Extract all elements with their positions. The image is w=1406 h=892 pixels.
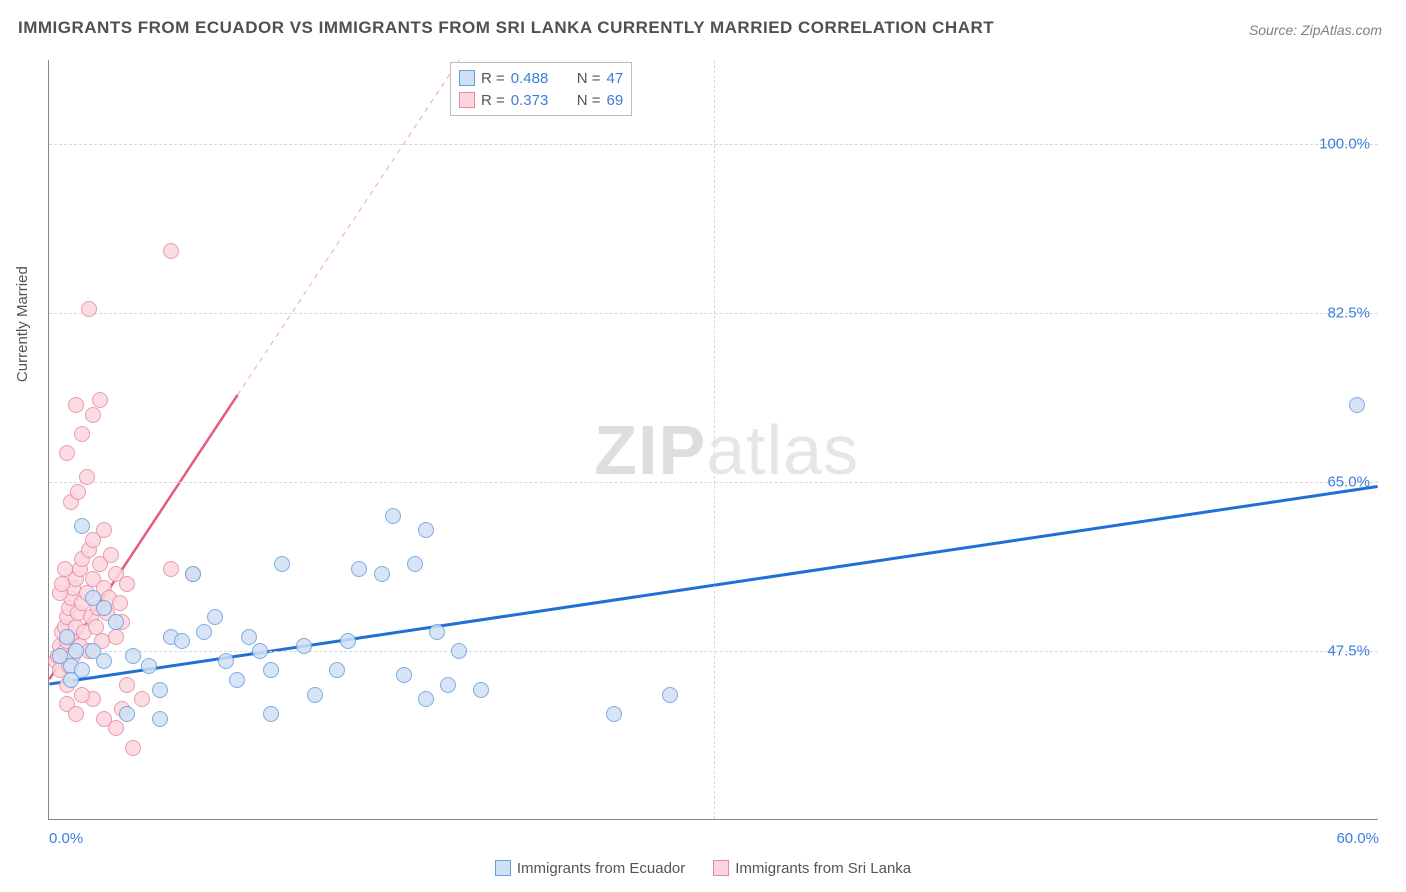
data-point-srilanka	[119, 677, 135, 693]
legend-r-value: 0.373	[511, 92, 561, 109]
legend-series-item: Immigrants from Ecuador	[495, 860, 685, 877]
legend-stat-row: R = 0.373 N = 69	[459, 89, 623, 111]
data-point-ecuador	[263, 662, 279, 678]
y-axis-label: Currently Married	[14, 266, 31, 382]
data-point-ecuador	[451, 643, 467, 659]
data-point-ecuador	[74, 662, 90, 678]
data-point-ecuador	[396, 667, 412, 683]
y-tick-label: 47.5%	[1327, 643, 1370, 660]
data-point-ecuador	[68, 643, 84, 659]
legend-stat-row: R = 0.488 N = 47	[459, 67, 623, 89]
legend-r-value: 0.488	[511, 70, 561, 87]
data-point-srilanka	[68, 397, 84, 413]
data-point-ecuador	[407, 556, 423, 572]
legend-n-value: 47	[607, 70, 624, 87]
data-point-srilanka	[59, 445, 75, 461]
data-point-ecuador	[329, 662, 345, 678]
y-tick-label: 65.0%	[1327, 474, 1370, 491]
data-point-ecuador	[418, 691, 434, 707]
y-tick-label: 82.5%	[1327, 305, 1370, 322]
data-point-ecuador	[606, 706, 622, 722]
data-point-srilanka	[119, 576, 135, 592]
legend-n-label: N =	[577, 70, 601, 87]
data-point-srilanka	[163, 561, 179, 577]
data-point-ecuador	[429, 624, 445, 640]
data-point-ecuador	[59, 629, 75, 645]
data-point-srilanka	[74, 426, 90, 442]
data-point-ecuador	[152, 682, 168, 698]
trend-line-extension-srilanka	[238, 60, 460, 395]
data-point-ecuador	[174, 633, 190, 649]
data-point-srilanka	[125, 740, 141, 756]
legend-series-label: Immigrants from Ecuador	[517, 860, 685, 877]
data-point-ecuador	[152, 711, 168, 727]
data-point-srilanka	[57, 561, 73, 577]
correlation-chart: IMMIGRANTS FROM ECUADOR VS IMMIGRANTS FR…	[0, 0, 1406, 892]
data-point-srilanka	[163, 243, 179, 259]
legend-n-value: 69	[607, 92, 624, 109]
source-label: Source: ZipAtlas.com	[1249, 22, 1382, 38]
data-point-ecuador	[96, 600, 112, 616]
data-point-ecuador	[229, 672, 245, 688]
data-point-ecuador	[52, 648, 68, 664]
data-point-ecuador	[241, 629, 257, 645]
legend-swatch	[459, 70, 475, 86]
data-point-ecuador	[662, 687, 678, 703]
data-point-ecuador	[385, 508, 401, 524]
data-point-srilanka	[134, 691, 150, 707]
data-point-srilanka	[108, 720, 124, 736]
x-tick-label: 60.0%	[1336, 830, 1379, 847]
grid-line-v	[714, 60, 715, 819]
data-point-ecuador	[263, 706, 279, 722]
data-point-srilanka	[103, 547, 119, 563]
data-point-ecuador	[307, 687, 323, 703]
legend-swatch	[459, 92, 475, 108]
data-point-ecuador	[125, 648, 141, 664]
y-tick-label: 100.0%	[1319, 136, 1370, 153]
data-point-ecuador	[74, 518, 90, 534]
legend-n-label: N =	[577, 92, 601, 109]
data-point-srilanka	[108, 629, 124, 645]
data-point-srilanka	[85, 407, 101, 423]
data-point-ecuador	[473, 682, 489, 698]
data-point-ecuador	[108, 614, 124, 630]
data-point-srilanka	[81, 301, 97, 317]
data-point-ecuador	[274, 556, 290, 572]
data-point-srilanka	[54, 576, 70, 592]
data-point-ecuador	[141, 658, 157, 674]
data-point-ecuador	[374, 566, 390, 582]
data-point-ecuador	[252, 643, 268, 659]
legend-series: Immigrants from Ecuador Immigrants from S…	[0, 860, 1406, 881]
data-point-srilanka	[74, 687, 90, 703]
data-point-ecuador	[351, 561, 367, 577]
legend-swatch	[495, 860, 511, 876]
data-point-ecuador	[418, 522, 434, 538]
data-point-srilanka	[112, 595, 128, 611]
data-point-srilanka	[79, 469, 95, 485]
data-point-ecuador	[1349, 397, 1365, 413]
legend-r-label: R =	[481, 92, 505, 109]
x-tick-label: 0.0%	[49, 830, 83, 847]
data-point-srilanka	[70, 484, 86, 500]
legend-series-label: Immigrants from Sri Lanka	[735, 860, 911, 877]
data-point-srilanka	[92, 392, 108, 408]
data-point-ecuador	[196, 624, 212, 640]
data-point-ecuador	[85, 643, 101, 659]
data-point-ecuador	[119, 706, 135, 722]
legend-series-item: Immigrants from Sri Lanka	[713, 860, 911, 877]
legend-swatch	[713, 860, 729, 876]
plot-area: ZIPatlas 47.5%65.0%82.5%100.0%0.0%60.0%	[48, 60, 1378, 820]
chart-title: IMMIGRANTS FROM ECUADOR VS IMMIGRANTS FR…	[18, 18, 994, 38]
data-point-ecuador	[207, 609, 223, 625]
data-point-srilanka	[96, 522, 112, 538]
data-point-ecuador	[340, 633, 356, 649]
data-point-ecuador	[440, 677, 456, 693]
data-point-srilanka	[68, 706, 84, 722]
legend-stats: R = 0.488 N = 47 R = 0.373 N = 69	[450, 62, 632, 116]
data-point-ecuador	[185, 566, 201, 582]
data-point-ecuador	[218, 653, 234, 669]
legend-r-label: R =	[481, 70, 505, 87]
data-point-ecuador	[296, 638, 312, 654]
